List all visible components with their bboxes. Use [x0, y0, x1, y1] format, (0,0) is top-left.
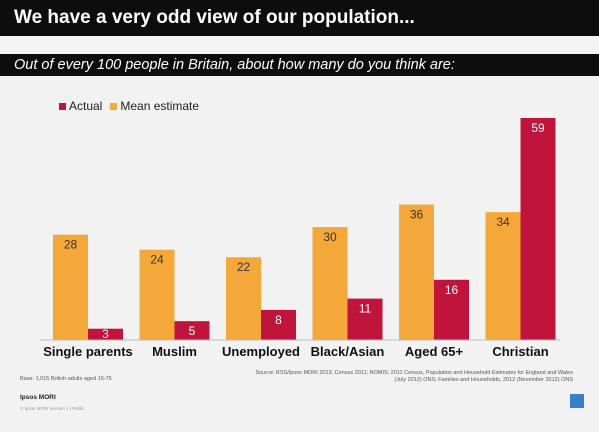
brand-name: Ipsos MORI [20, 394, 56, 401]
category-label-black-asian: Black/Asian [311, 344, 385, 359]
bar-actual-black-asian [347, 298, 383, 340]
legend-label-mean-estimate: Mean estimate [120, 99, 200, 113]
data-label-actual-black-asian: 11 [359, 302, 372, 316]
chart-legend: Actual Mean estimate [59, 99, 199, 113]
data-label-mean-estimate-unemployed: 22 [237, 260, 251, 274]
data-label-mean-estimate-muslim: 24 [150, 253, 164, 267]
bar-actual-aged-65- [434, 279, 469, 340]
bar-mean-estimate-single-parents [53, 234, 88, 340]
bar-actual-christian [520, 118, 556, 340]
data-label-actual-christian: 59 [531, 121, 545, 135]
ipsos-logo [570, 394, 584, 408]
legend-swatch-actual [59, 102, 66, 110]
data-label-actual-single-parents: 3 [102, 327, 109, 341]
category-label-muslim: Muslim [152, 344, 197, 359]
data-label-actual-aged-65-: 16 [445, 283, 459, 297]
category-label-aged-65-: Aged 65+ [405, 344, 464, 359]
bar-actual-muslim [174, 321, 210, 340]
bar-mean-estimate-christian [485, 212, 521, 340]
legend-label-actual: Actual [69, 99, 103, 113]
data-label-mean-estimate-christian: 34 [496, 215, 510, 229]
legend-item-actual: Actual [59, 99, 102, 113]
copyright-note: © Ipsos MORI Version 1 | Public [20, 406, 85, 411]
page-subtitle: Out of every 100 people in Britain, abou… [0, 54, 599, 76]
data-label-mean-estimate-aged-65-: 36 [410, 208, 424, 222]
bar-mean-estimate-black-asian [312, 227, 348, 340]
data-label-actual-muslim: 5 [189, 324, 196, 338]
title-spacer [0, 36, 599, 54]
bar-mean-estimate-aged-65- [399, 204, 434, 340]
category-label-unemployed: Unemployed [222, 344, 300, 359]
footer-base-note: Base: 1,015 British adults aged 16-75 [20, 376, 112, 382]
footer-source-note: Source: RSS/Ipsos MORI 2013; Census 2011… [255, 370, 573, 383]
data-label-mean-estimate-black-asian: 30 [323, 230, 337, 244]
data-label-mean-estimate-single-parents: 28 [64, 238, 78, 252]
category-label-single-parents: Single parents [43, 344, 133, 359]
bar-actual-unemployed [261, 309, 296, 340]
data-label-actual-unemployed: 8 [275, 313, 282, 327]
category-label-christian: Christian [492, 344, 548, 359]
legend-swatch-mean-estimate [110, 102, 118, 110]
legend-item-mean-estimate: Mean estimate [110, 99, 199, 113]
bar-mean-estimate-unemployed [226, 257, 261, 340]
page-title: We have a very odd view of our populatio… [0, 0, 599, 36]
bar-mean-estimate-muslim [139, 249, 175, 340]
bar-actual-single-parents [88, 328, 123, 340]
